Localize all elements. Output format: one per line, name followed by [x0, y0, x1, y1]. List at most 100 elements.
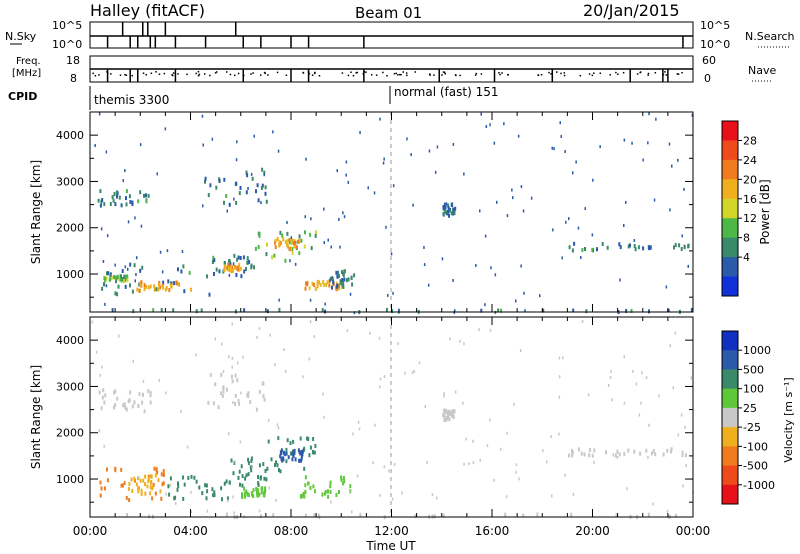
- nave-dot-49: [405, 72, 408, 74]
- scatter-59: [308, 357, 310, 361]
- cell-0-12: [101, 286, 104, 291]
- cell-13-6: [195, 309, 198, 314]
- cell-11-6: [577, 447, 580, 452]
- cell-2-3: [221, 497, 223, 502]
- scatter-102: [165, 492, 167, 496]
- cell-11-7: [450, 211, 453, 216]
- cell-3-5: [215, 267, 218, 272]
- scatter-27: [572, 492, 575, 496]
- scatter-103: [655, 117, 657, 121]
- cell-12-20: [648, 246, 650, 251]
- cell-11-19: [447, 206, 450, 211]
- velocity-ylabel-1000: 1000: [56, 473, 84, 486]
- scatter-121: [165, 391, 167, 395]
- cell-7-16: [264, 486, 267, 491]
- count-tick-low-right: 10^0: [700, 38, 730, 51]
- cell-10-12: [223, 200, 225, 205]
- cell-4-27: [279, 469, 282, 474]
- scatter-113: [103, 444, 105, 448]
- scatter-50: [232, 495, 234, 499]
- nave-tick-high: 60: [702, 54, 716, 67]
- nave-dot-45: [302, 71, 304, 74]
- cell-7-25: [319, 282, 322, 287]
- time-tick-0: 00:00: [73, 524, 108, 538]
- cell-6-1: [274, 245, 277, 250]
- scatter-58: [231, 365, 233, 369]
- cell-11-11: [654, 452, 657, 457]
- scatter-6: [349, 490, 351, 494]
- power-ylabel-4000: 4000: [56, 129, 84, 142]
- scatter-51: [443, 394, 445, 398]
- scatter-100: [290, 236, 293, 240]
- cell-3-1: [247, 457, 250, 462]
- cell-9-2: [111, 195, 114, 200]
- count-tick-high-right: 10^5: [700, 19, 730, 32]
- nave-dot-78: [350, 71, 352, 73]
- scatter-73: [587, 393, 590, 397]
- cell-12-22: [673, 245, 675, 250]
- nave-dot-75: [498, 71, 500, 74]
- cell-6-15: [279, 241, 282, 245]
- cell-1-12: [149, 284, 152, 289]
- cell-1-7: [135, 482, 138, 487]
- scatter-109: [690, 376, 692, 380]
- freq-tick-low: 8: [70, 72, 77, 85]
- velocity-ylabel-4000: 4000: [56, 334, 84, 347]
- cell-10-19: [223, 177, 226, 182]
- scatter-46: [546, 460, 548, 464]
- scatter-16: [515, 470, 517, 474]
- scatter-63: [367, 186, 369, 190]
- scatter-123: [323, 415, 325, 419]
- cell-1-24: [150, 479, 153, 484]
- cell-1-10: [153, 284, 156, 289]
- nave-dot-99: [110, 73, 112, 75]
- cell-11-3: [662, 452, 665, 457]
- cell-9-23: [262, 381, 265, 386]
- cell-1-3: [145, 285, 148, 289]
- cell-10-12: [448, 410, 451, 414]
- scatter-0: [392, 291, 394, 295]
- time-tick-1: 04:00: [173, 524, 208, 538]
- scatter-90: [599, 145, 601, 149]
- scatter-1: [233, 197, 235, 201]
- cell-10-29: [260, 186, 263, 190]
- cell-3-11: [237, 475, 240, 480]
- cell-1-10: [131, 489, 134, 493]
- nave-dot-85: [98, 74, 100, 76]
- scatter-124: [515, 463, 518, 467]
- cell-11-29: [444, 210, 447, 215]
- cell-8-28: [149, 393, 152, 398]
- cell-0-21: [116, 292, 119, 297]
- cell-0-18: [183, 289, 186, 294]
- scatter-1: [175, 501, 177, 505]
- nave-dot-86: [428, 73, 431, 75]
- vel-cbar-label-7: -1000: [743, 479, 775, 492]
- cell-1-2: [137, 489, 140, 494]
- scatter-67: [449, 337, 451, 341]
- nave-dot-53: [229, 73, 232, 76]
- cell-7-26: [313, 283, 316, 288]
- cell-0-21: [162, 469, 165, 473]
- cell-3-6: [246, 256, 249, 261]
- cell-12-15: [570, 512, 573, 517]
- cell-8-17: [143, 409, 146, 414]
- scatter-131: [113, 390, 115, 394]
- cell-3-24: [250, 263, 253, 268]
- nave-dot-81: [599, 72, 602, 74]
- cell-3-15: [253, 265, 255, 270]
- cell-3-22: [239, 256, 242, 260]
- cell-1-9: [127, 487, 130, 491]
- vel-cbar-swatch-2: [722, 369, 738, 390]
- cell-8-19: [149, 400, 152, 405]
- cell-4-12: [275, 460, 277, 465]
- nave-dot-33: [313, 72, 316, 75]
- cell-1-28: [140, 488, 143, 493]
- cell-9-28: [120, 203, 123, 208]
- scatter-84: [436, 145, 439, 149]
- cell-8-4: [114, 389, 117, 394]
- cell-12-20: [259, 514, 262, 519]
- scatter-18: [522, 209, 525, 213]
- nave-dot-100: [198, 73, 201, 76]
- scatter-88: [352, 432, 354, 436]
